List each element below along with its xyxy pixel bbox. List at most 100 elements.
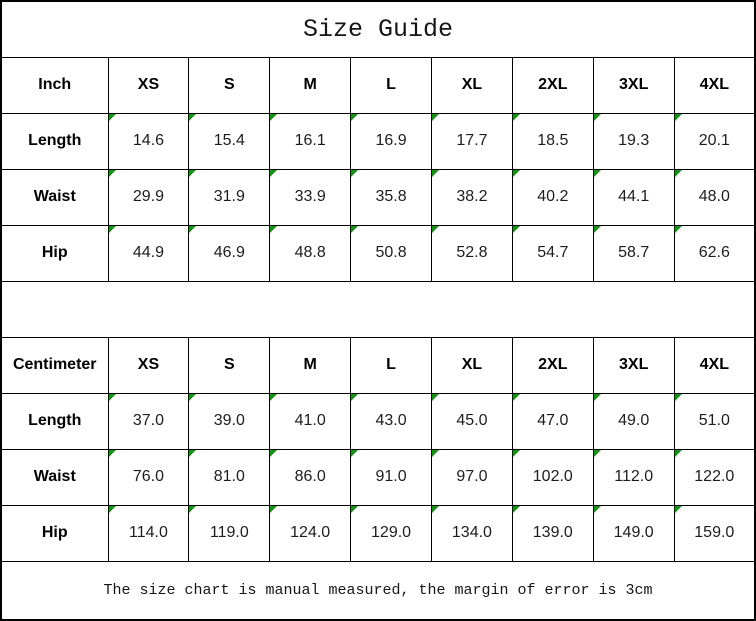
table-row: Hip 114.0 119.0 124.0 129.0 134.0 139.0 … (0, 504, 756, 562)
cell-flag-icon (432, 226, 439, 233)
size-value: 41.0 (294, 412, 326, 429)
cell-flag-icon (189, 226, 197, 233)
size-value-cell: 16.9 (350, 112, 432, 170)
cell-flag-icon (594, 506, 601, 513)
size-value: 114.0 (129, 524, 168, 541)
size-value: 45.0 (456, 412, 488, 429)
size-value-cell: 58.7 (592, 224, 675, 282)
size-value-cell: 114.0 (107, 504, 190, 562)
size-value-cell: 44.9 (107, 224, 190, 282)
size-value: 91.0 (375, 468, 407, 485)
size-value: 58.7 (618, 244, 650, 261)
size-col-header-xs: XS (107, 56, 190, 114)
size-value: 16.1 (294, 132, 326, 149)
cell-flag-icon (513, 226, 520, 233)
size-value-cell: 97.0 (431, 448, 513, 506)
size-value: 14.6 (132, 132, 164, 149)
cell-flag-icon (189, 114, 197, 121)
size-col-header-3xl: 3XL (592, 336, 675, 394)
cell-flag-icon (675, 114, 682, 121)
size-value-cell: 159.0 (673, 504, 756, 562)
cell-flag-icon (675, 170, 682, 177)
size-value-cell: 46.9 (188, 224, 271, 282)
size-value: 102.0 (532, 468, 573, 485)
size-value-cell: 17.7 (431, 112, 513, 170)
cell-flag-icon (432, 394, 439, 401)
size-value-cell: 54.7 (511, 224, 594, 282)
size-value: 44.9 (132, 244, 164, 261)
size-col-header-s: S (188, 336, 271, 394)
cell-flag-icon (189, 394, 197, 401)
cell-flag-icon (108, 170, 116, 177)
cell-flag-icon (270, 114, 278, 121)
footer-row: The size chart is manual measured, the m… (0, 560, 756, 620)
unit-header-inch: Inch (0, 56, 109, 114)
size-value-cell: 41.0 (269, 392, 352, 450)
size-col-header-xs: XS (107, 336, 190, 394)
size-value-cell: 134.0 (431, 504, 513, 562)
size-value-cell: 15.4 (188, 112, 271, 170)
row-label: Hip (0, 224, 109, 282)
size-col-header-4xl: 4XL (673, 336, 756, 394)
spacer-cell (0, 280, 756, 338)
row-label: Waist (0, 168, 109, 226)
cell-flag-icon (675, 450, 682, 457)
size-value-cell: 20.1 (673, 112, 756, 170)
size-value-cell: 47.0 (511, 392, 594, 450)
size-value-cell: 37.0 (107, 392, 190, 450)
size-col-header-l: L (350, 336, 432, 394)
cell-flag-icon (270, 170, 278, 177)
size-value: 29.9 (132, 188, 164, 205)
size-col-header-2xl: 2XL (511, 336, 594, 394)
table-row: Length 14.6 15.4 16.1 16.9 17.7 18.5 19.… (0, 112, 756, 170)
size-value-cell: 129.0 (350, 504, 432, 562)
cell-flag-icon (270, 450, 278, 457)
size-value: 38.2 (456, 188, 488, 205)
spacer-row (0, 280, 756, 338)
size-col-header-s: S (188, 56, 271, 114)
size-value: 81.0 (213, 468, 245, 485)
unit-header-centimeter: Centimeter (0, 336, 109, 394)
size-value-cell: 112.0 (592, 448, 675, 506)
cell-flag-icon (675, 226, 682, 233)
size-value: 39.0 (213, 412, 245, 429)
cell-flag-icon (513, 506, 520, 513)
cell-flag-icon (351, 114, 359, 121)
size-value-cell: 139.0 (511, 504, 594, 562)
size-value-cell: 50.8 (350, 224, 432, 282)
size-value-cell: 149.0 (592, 504, 675, 562)
cell-flag-icon (594, 226, 601, 233)
cell-flag-icon (594, 394, 601, 401)
size-value-cell: 76.0 (107, 448, 190, 506)
size-value: 159.0 (694, 524, 735, 541)
size-value: 62.6 (698, 244, 730, 261)
size-value: 134.0 (451, 524, 492, 541)
page-title: Size Guide (0, 0, 756, 58)
cell-flag-icon (108, 114, 116, 121)
size-value-cell: 48.0 (673, 168, 756, 226)
cell-flag-icon (189, 450, 197, 457)
size-value: 31.9 (213, 188, 245, 205)
size-value: 35.8 (375, 188, 407, 205)
table-row: Waist 76.0 81.0 86.0 91.0 97.0 102.0 112… (0, 448, 756, 506)
size-value-cell: 52.8 (431, 224, 513, 282)
size-value-cell: 81.0 (188, 448, 271, 506)
size-value: 47.0 (537, 412, 569, 429)
size-value-cell: 86.0 (269, 448, 352, 506)
size-col-header-m: M (269, 56, 352, 114)
size-value: 33.9 (294, 188, 326, 205)
size-col-header-2xl: 2XL (511, 56, 594, 114)
cell-flag-icon (108, 506, 116, 513)
size-value-cell: 14.6 (107, 112, 190, 170)
size-value: 19.3 (618, 132, 650, 149)
size-value: 46.9 (213, 244, 245, 261)
cell-flag-icon (189, 506, 197, 513)
cell-flag-icon (351, 226, 359, 233)
cell-flag-icon (432, 114, 439, 121)
cell-flag-icon (351, 506, 359, 513)
cell-flag-icon (594, 170, 601, 177)
size-value-cell: 62.6 (673, 224, 756, 282)
size-col-header-xl: XL (431, 56, 513, 114)
